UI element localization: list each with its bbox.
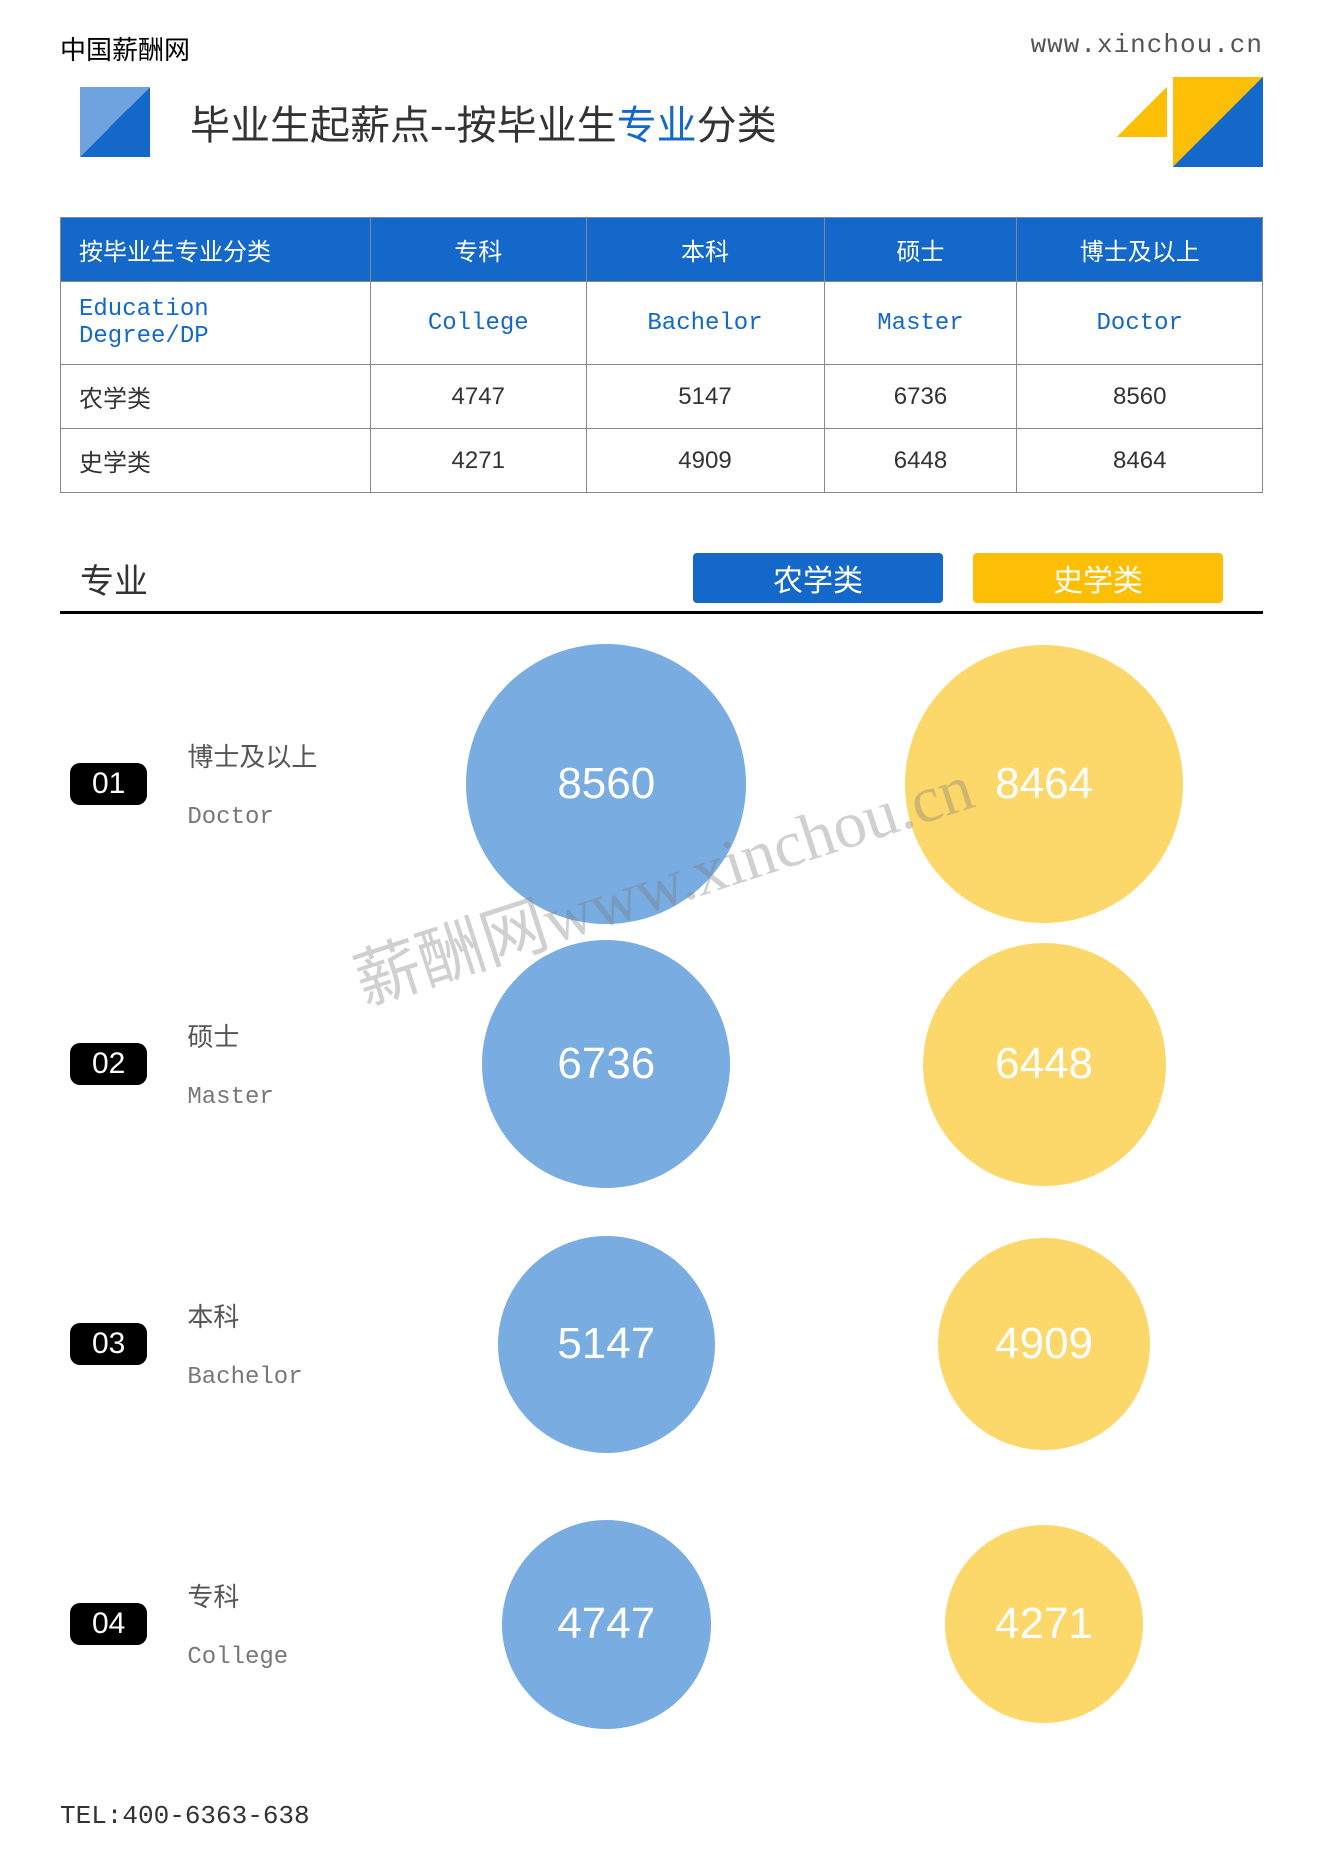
degree-label-en: Doctor xyxy=(187,804,387,831)
rank-badge: 04 xyxy=(70,1603,147,1645)
bubble-value-blue: 5147 xyxy=(498,1236,715,1453)
cell-value: 6448 xyxy=(824,429,1017,493)
degree-labels: 本科 Bachelor xyxy=(187,1297,387,1391)
cell-value: 4747 xyxy=(371,365,587,429)
rank-badge: 03 xyxy=(70,1323,147,1365)
legend-pill-agriculture: 农学类 xyxy=(693,553,943,603)
bubble-col-blue: 8560 xyxy=(387,644,825,924)
degree-labels: 博士及以上 Doctor xyxy=(187,737,387,831)
degree-label-en: College xyxy=(187,1644,387,1671)
header-row: 毕业生起薪点--按毕业生专业分类 xyxy=(60,87,1263,157)
title-highlight: 专业 xyxy=(617,104,697,148)
bubble-col-yellow: 4909 xyxy=(825,1238,1263,1450)
section-header: 专业 农学类 史学类 xyxy=(60,553,1263,614)
degree-label-cn: 专科 xyxy=(187,1577,387,1614)
cell-value: 4271 xyxy=(371,429,587,493)
page-title: 毕业生起薪点--按毕业生专业分类 xyxy=(190,93,777,151)
th-college: 专科 xyxy=(371,218,587,282)
degree-label-en: Bachelor xyxy=(187,1364,387,1391)
td-en-master: Master xyxy=(824,282,1017,365)
cell-value: 6736 xyxy=(824,365,1017,429)
degree-label-cn: 硕士 xyxy=(187,1017,387,1054)
logo-icon xyxy=(80,87,150,157)
bubble-row: 01 博士及以上 Doctor 8560 8464 xyxy=(60,644,1263,924)
table-row: 农学类 4747 5147 6736 8560 xyxy=(61,365,1263,429)
table-row: 史学类 4271 4909 6448 8464 xyxy=(61,429,1263,493)
bubble-col-blue: 6736 xyxy=(387,940,825,1188)
row-label: 史学类 xyxy=(61,429,371,493)
site-url: www.xinchou.cn xyxy=(1031,30,1263,67)
degree-label-cn: 博士及以上 xyxy=(187,737,387,774)
bubble-col-blue: 4747 xyxy=(387,1520,825,1729)
bubble-col-yellow: 8464 xyxy=(825,645,1263,923)
bubble-row: 03 本科 Bachelor 5147 4909 xyxy=(60,1204,1263,1484)
cell-value: 4909 xyxy=(586,429,824,493)
degree-labels: 硕士 Master xyxy=(187,1017,387,1111)
td-en-doctor: Doctor xyxy=(1017,282,1263,365)
bubble-value-blue: 8560 xyxy=(466,644,746,924)
legend-pill-history: 史学类 xyxy=(973,553,1223,603)
footer-tel: TEL:400-6363-638 xyxy=(60,1801,310,1831)
table-header-en: Education Degree/DP College Bachelor Mas… xyxy=(61,282,1263,365)
td-en-label: Education Degree/DP xyxy=(61,282,371,365)
section-label: 专业 xyxy=(80,554,148,603)
bubble-col-yellow: 6448 xyxy=(825,943,1263,1186)
degree-label-cn: 本科 xyxy=(187,1297,387,1334)
bubble-value-yellow: 6448 xyxy=(923,943,1166,1186)
degree-labels: 专科 College xyxy=(187,1577,387,1671)
corner-triangle-small-icon xyxy=(1117,87,1167,137)
th-doctor: 博士及以上 xyxy=(1017,218,1263,282)
degree-label-en: Master xyxy=(187,1084,387,1111)
corner-triangle-big-icon xyxy=(1173,77,1263,167)
cell-value: 5147 xyxy=(586,365,824,429)
td-en-bachelor: Bachelor xyxy=(586,282,824,365)
title-prefix: 毕业生起薪点--按毕业生 xyxy=(190,104,617,148)
rank-badge: 01 xyxy=(70,763,147,805)
title-suffix: 分类 xyxy=(697,104,777,148)
bubble-col-yellow: 4271 xyxy=(825,1525,1263,1723)
bubble-row: 02 硕士 Master 6736 6448 xyxy=(60,924,1263,1204)
row-label: 农学类 xyxy=(61,365,371,429)
table-header-cn: 按毕业生专业分类 专科 本科 硕士 博士及以上 xyxy=(61,218,1263,282)
bubble-value-yellow: 8464 xyxy=(905,645,1183,923)
th-master: 硕士 xyxy=(824,218,1017,282)
bubble-value-blue: 4747 xyxy=(502,1520,711,1729)
cell-value: 8464 xyxy=(1017,429,1263,493)
bubble-value-blue: 6736 xyxy=(482,940,730,1188)
th-category: 按毕业生专业分类 xyxy=(61,218,371,282)
bubble-row: 04 专科 College 4747 4271 xyxy=(60,1484,1263,1764)
bubble-value-yellow: 4909 xyxy=(938,1238,1150,1450)
top-bar: 中国薪酬网 www.xinchou.cn xyxy=(60,30,1263,67)
bubble-chart: 01博士及以上Doctor8560846402硕士Master673664480… xyxy=(60,644,1263,1764)
corner-decoration xyxy=(1117,77,1263,167)
site-name-cn: 中国薪酬网 xyxy=(60,30,190,67)
td-en-college: College xyxy=(371,282,587,365)
bubble-col-blue: 5147 xyxy=(387,1236,825,1453)
rank-badge: 02 xyxy=(70,1043,147,1085)
bubble-value-yellow: 4271 xyxy=(945,1525,1143,1723)
cell-value: 8560 xyxy=(1017,365,1263,429)
th-bachelor: 本科 xyxy=(586,218,824,282)
salary-table: 按毕业生专业分类 专科 本科 硕士 博士及以上 Education Degree… xyxy=(60,217,1263,493)
